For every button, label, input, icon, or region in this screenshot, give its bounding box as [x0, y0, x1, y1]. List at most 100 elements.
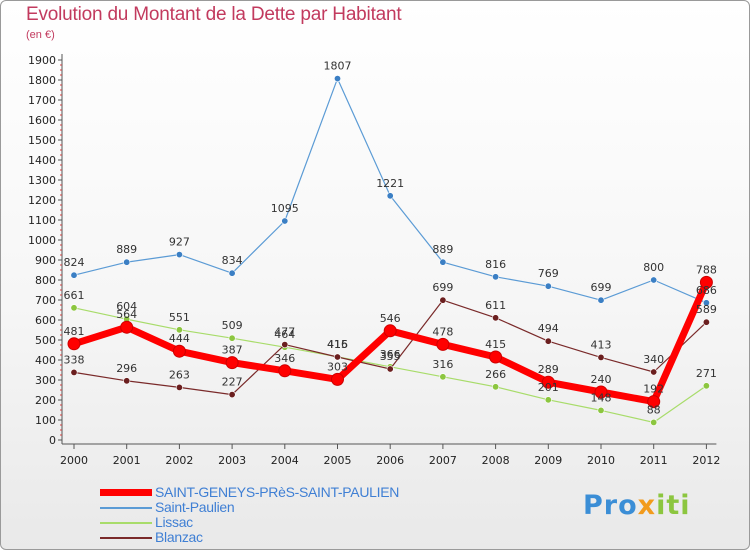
- x-tick-label: 2011: [640, 454, 668, 467]
- y-tick-label: 500: [35, 334, 56, 347]
- y-tick-label: 1200: [28, 194, 56, 207]
- legend-swatch: [100, 522, 152, 524]
- legend-label: Saint-Paulien: [155, 499, 235, 515]
- data-label: 413: [591, 338, 612, 351]
- data-label: 387: [222, 344, 243, 357]
- data-label: 927: [169, 236, 190, 249]
- data-label: 240: [591, 373, 612, 386]
- data-point: [333, 75, 341, 83]
- data-point: [281, 341, 289, 349]
- data-point: [70, 271, 78, 279]
- data-point: [492, 273, 500, 281]
- data-label: 1095: [271, 202, 299, 215]
- data-label: 346: [274, 352, 295, 365]
- x-tick-label: 2007: [429, 454, 457, 467]
- data-point: [225, 356, 239, 370]
- data-label: 415: [485, 338, 506, 351]
- data-point: [702, 299, 710, 307]
- data-label: 481: [64, 325, 85, 338]
- data-label: 444: [169, 332, 190, 345]
- y-tick-label: 900: [35, 254, 56, 267]
- data-label: 1221: [376, 177, 404, 190]
- data-point: [702, 382, 710, 390]
- series-2: [70, 296, 710, 399]
- x-tick-label: 2000: [60, 454, 88, 467]
- data-label: 338: [64, 353, 85, 366]
- y-tick-label: 1400: [28, 154, 56, 167]
- chart-subtitle: (en €): [26, 29, 55, 41]
- y-tick-label: 1900: [28, 54, 56, 67]
- data-point: [597, 296, 605, 304]
- data-point: [439, 296, 447, 304]
- x-tick-label: 2001: [113, 454, 141, 467]
- data-point: [650, 368, 658, 376]
- data-label: 604: [116, 300, 137, 313]
- data-label: 769: [538, 267, 559, 280]
- data-point: [386, 192, 394, 200]
- data-label: 589: [696, 303, 717, 316]
- y-tick-label: 200: [35, 394, 56, 407]
- data-label: 266: [485, 368, 506, 381]
- data-point: [172, 344, 186, 358]
- series-3: [67, 275, 713, 409]
- y-tick-label: 1000: [28, 234, 56, 247]
- data-label: 509: [222, 319, 243, 332]
- data-point: [333, 353, 341, 361]
- data-label: 355: [380, 350, 401, 363]
- data-point: [597, 353, 605, 361]
- y-tick-label: 1100: [28, 214, 56, 227]
- y-tick-label: 1500: [28, 134, 56, 147]
- y-tick-label: 700: [35, 294, 56, 307]
- data-label: 834: [222, 254, 243, 267]
- legend-label: Lissac: [155, 514, 193, 530]
- data-point: [281, 217, 289, 225]
- data-point: [123, 377, 131, 385]
- data-label: 88: [647, 403, 661, 416]
- data-point: [386, 365, 394, 373]
- data-point: [175, 326, 183, 334]
- line-chart: 0 100 200 300 400 500 600 700 800 900 1000 1100 1200…: [28, 54, 720, 467]
- data-point: [175, 383, 183, 391]
- data-label: 824: [64, 256, 85, 269]
- data-label: 415: [327, 338, 348, 351]
- x-tick-label: 2002: [165, 454, 193, 467]
- axes: 0 100 200 300 400 500 600 700 800 900 1000 1100 1200…: [28, 54, 720, 467]
- data-label: 464: [274, 328, 295, 341]
- series-0: [70, 75, 710, 307]
- data-point: [67, 337, 81, 351]
- data-label: 686: [696, 284, 717, 297]
- data-point: [492, 314, 500, 322]
- y-tick-label: 800: [35, 274, 56, 287]
- logo-part-1: Pro: [583, 490, 638, 521]
- data-point: [436, 337, 450, 351]
- y-tick-label: 1300: [28, 174, 56, 187]
- data-label: 201: [538, 381, 559, 394]
- x-tick-label: 2005: [324, 454, 352, 467]
- y-tick-label: 400: [35, 354, 56, 367]
- data-label: 889: [432, 243, 453, 256]
- data-point: [228, 269, 236, 277]
- data-point: [439, 258, 447, 266]
- x-tick-label: 2008: [482, 454, 510, 467]
- x-tick-label: 2010: [587, 454, 615, 467]
- y-tick-label: 1700: [28, 94, 56, 107]
- data-label: 551: [169, 311, 190, 324]
- data-label: 263: [169, 368, 190, 381]
- data-point: [228, 334, 236, 342]
- y-tick-label: 1600: [28, 114, 56, 127]
- data-label: 611: [485, 299, 506, 312]
- data-label: 303: [327, 360, 348, 373]
- data-point: [702, 318, 710, 326]
- data-point: [650, 276, 658, 284]
- x-tick-label: 2012: [692, 454, 720, 467]
- data-label: 296: [116, 362, 137, 375]
- data-label: 192: [643, 383, 664, 396]
- data-point: [383, 324, 397, 338]
- data-label: 494: [538, 322, 559, 335]
- data-point: [544, 337, 552, 345]
- data-label: 416: [327, 338, 348, 351]
- legend-swatch: [100, 489, 152, 496]
- legend-swatch: [100, 537, 152, 539]
- data-point: [70, 304, 78, 312]
